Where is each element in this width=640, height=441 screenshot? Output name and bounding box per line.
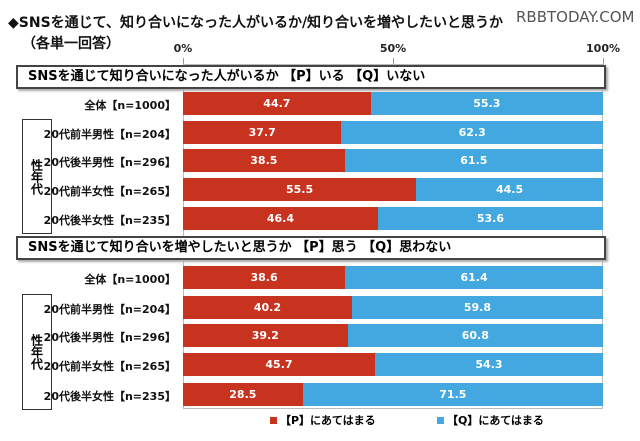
- data-label: 37.7: [248, 126, 276, 139]
- panel-title: SNSを通じて知り合いを増やしたいと思うか 【P】思う 【Q】思わない: [16, 236, 606, 260]
- bar-segment: [183, 324, 348, 347]
- watermark: RBBTODAY.COM: [516, 8, 635, 26]
- category-label: 全体【n=1000】: [84, 273, 176, 286]
- bar-segment: [374, 353, 603, 376]
- data-label: 44.5: [495, 183, 524, 196]
- data-label: 39.2: [251, 329, 279, 342]
- category-label: 20代前半男性【n=204】: [43, 128, 176, 141]
- category-label: 20代後半男性【n=296】: [43, 156, 176, 169]
- data-label: 61.4: [460, 271, 488, 284]
- category-label: 20代前半女性【n=265】: [43, 185, 176, 198]
- category-label: 全体【n=1000】: [84, 99, 176, 112]
- category-label: 20代後半女性【n=235】: [43, 214, 176, 227]
- data-label: 60.8: [461, 329, 489, 342]
- data-label: 46.4: [266, 212, 294, 225]
- bar-segment: [370, 92, 603, 115]
- data-label: 54.3: [475, 358, 503, 371]
- bar-segment: [302, 383, 603, 406]
- bar-segment: [416, 178, 603, 201]
- chart-title: ◆SNSを通じて、知り合いになった人がいるか/知り合いを増やしたいと思うか: [8, 15, 504, 31]
- bar-segment: [351, 296, 603, 319]
- bar-segment: [347, 324, 603, 347]
- bar-segment: [341, 121, 603, 144]
- bar-segment: [183, 149, 345, 172]
- tick-mark: [603, 58, 604, 66]
- bar-segment: [183, 266, 346, 289]
- bar-segment: [345, 266, 603, 289]
- data-label: 28.5: [229, 388, 257, 401]
- data-label: 40.2: [253, 301, 281, 314]
- data-label: 45.7: [265, 358, 293, 371]
- bar-segment: [344, 149, 603, 172]
- bar-segment: [183, 296, 352, 319]
- bar-segment: [183, 121, 342, 144]
- bar-segment: [183, 207, 378, 230]
- data-label: 38.6: [250, 271, 278, 284]
- data-label: 44.7: [263, 97, 291, 110]
- panel-title: SNSを通じて知り合いになった人がいるか 【P】いる 【Q】いない: [16, 65, 606, 89]
- data-label: 71.5: [439, 388, 467, 401]
- data-label: 59.8: [463, 301, 491, 314]
- data-label: 53.6: [476, 212, 504, 225]
- data-label: 55.3: [473, 97, 501, 110]
- tick-mark: [183, 58, 184, 66]
- legend-label: 【P】にあてはまる: [280, 414, 376, 427]
- bar-segment: [377, 207, 603, 230]
- bar-segment: [183, 178, 417, 201]
- tick-label: 0%: [173, 42, 193, 55]
- category-label: 20代後半女性【n=235】: [43, 390, 176, 403]
- category-label: 20代後半男性【n=296】: [43, 331, 176, 344]
- chart-subtitle: （各単一回答）: [22, 36, 120, 52]
- group-label: 性年代: [22, 294, 52, 410]
- bar-segment: [183, 92, 371, 115]
- legend-item: 【P】にあてはまる: [270, 412, 376, 428]
- legend-label: 【Q】にあてはまる: [447, 414, 544, 427]
- data-label: 55.5: [285, 183, 314, 196]
- data-label: 61.5: [460, 154, 488, 167]
- tick-label: 50%: [379, 42, 407, 55]
- group-label: 性年代: [22, 119, 52, 234]
- legend-swatch: [270, 417, 277, 424]
- legend-item: 【Q】にあてはまる: [437, 412, 544, 428]
- tick-label: 100%: [586, 42, 620, 55]
- legend-swatch: [437, 417, 444, 424]
- bar-segment: [183, 353, 375, 376]
- bar-segment: [183, 383, 303, 406]
- category-label: 20代前半男性【n=204】: [43, 303, 176, 316]
- data-label: 62.3: [458, 126, 486, 139]
- tick-mark: [393, 58, 394, 66]
- data-label: 38.5: [250, 154, 278, 167]
- category-label: 20代前半女性【n=265】: [43, 360, 176, 373]
